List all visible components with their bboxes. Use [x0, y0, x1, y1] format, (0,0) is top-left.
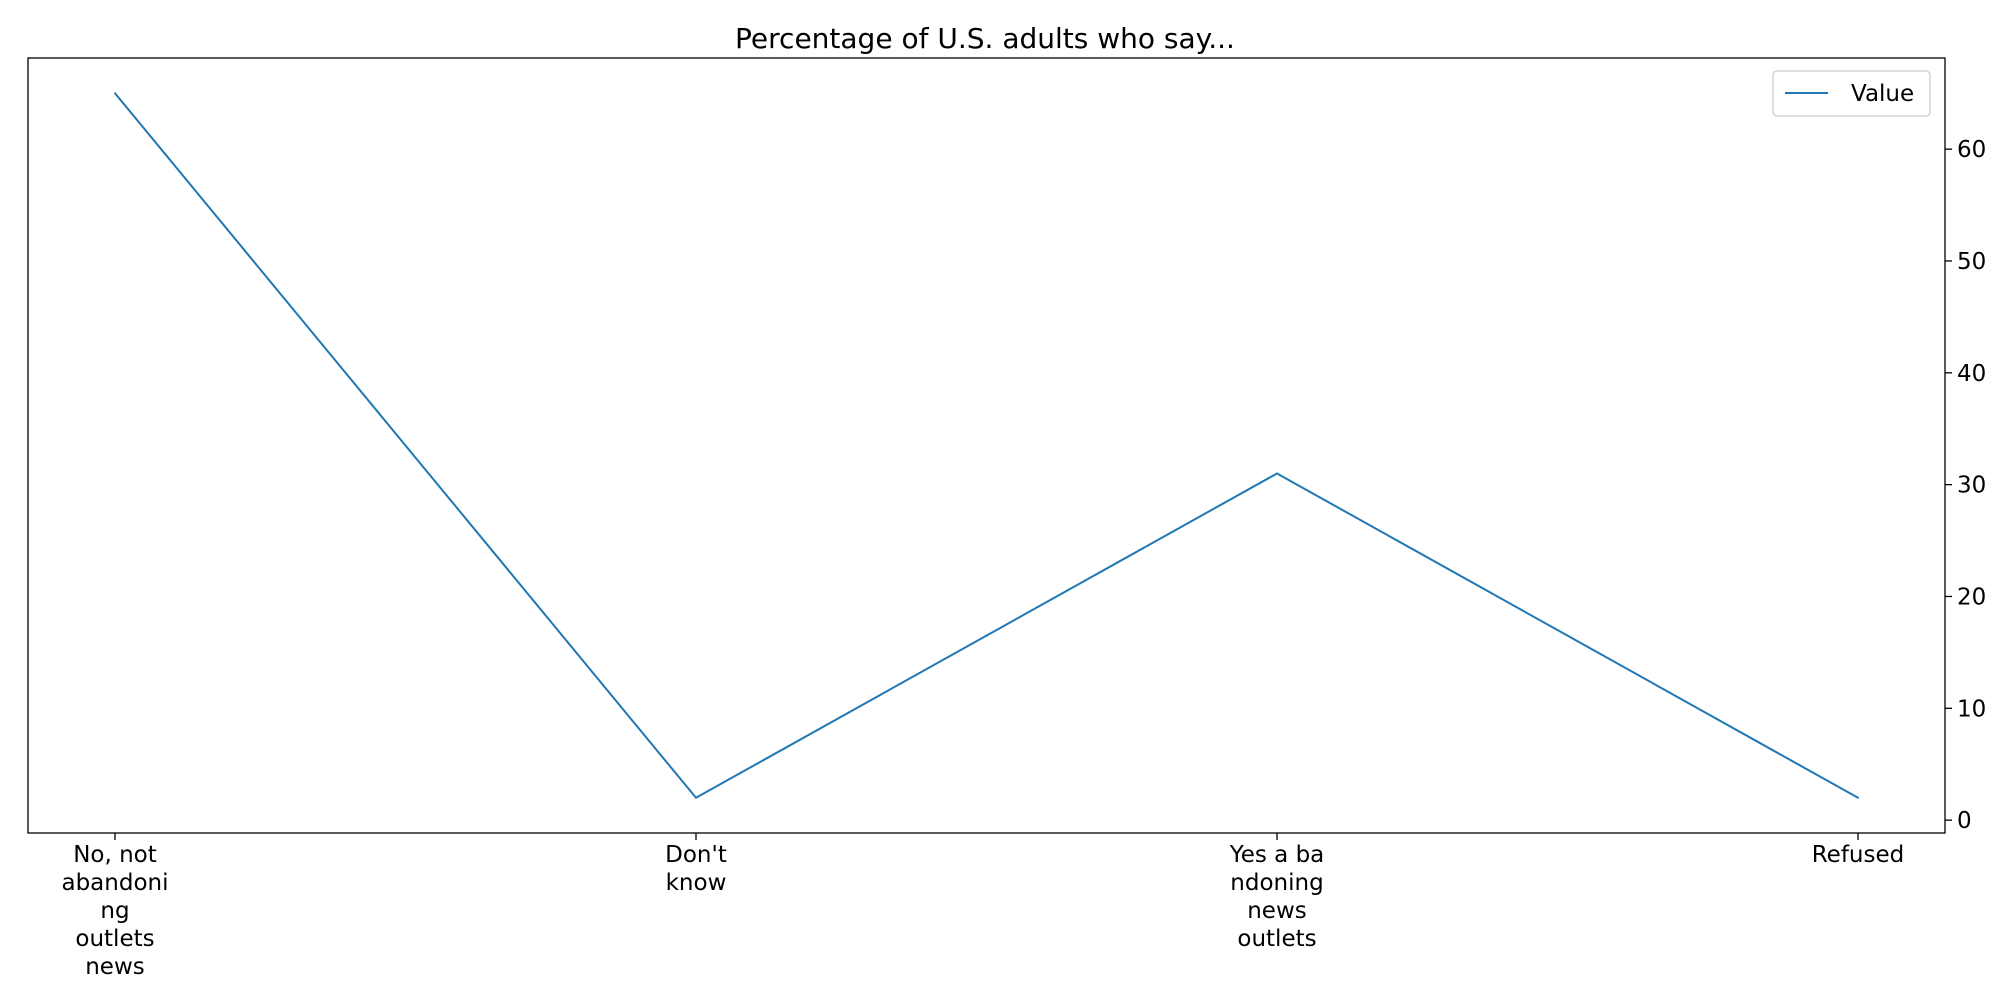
y-tick-label: 40	[1957, 361, 1986, 387]
data-point	[695, 796, 697, 799]
x-tick-label: No, not abandoni ng outlets news	[61, 842, 168, 980]
series-line-value	[114, 92, 1859, 800]
x-tick-label-line: Don't	[665, 842, 727, 868]
data-point	[1857, 796, 1859, 799]
x-tick-label-line: outlets	[75, 926, 154, 952]
data-point	[114, 92, 116, 95]
x-tick-label-line: No, not	[73, 842, 157, 868]
x-tick-label-line: outlets	[1237, 926, 1316, 952]
y-tick-label: 0	[1957, 808, 1972, 834]
y-axis: 0 10 20 30 40 50 60	[1945, 137, 1986, 834]
data-point	[1276, 472, 1278, 475]
series-layer	[114, 92, 1859, 800]
y-tick-label: 10	[1957, 696, 1986, 722]
x-tick-label: Don't know	[665, 842, 727, 896]
y-tick-label: 20	[1957, 584, 1986, 610]
x-tick-label: Refused	[1812, 842, 1905, 868]
legend-box	[1772, 70, 1931, 117]
chart-title: Percentage of U.S. adults who say...	[735, 22, 1235, 55]
y-tick-label: 50	[1957, 249, 1986, 275]
x-tick-label-line: ng	[100, 898, 129, 924]
y-tick-label: 60	[1957, 137, 1986, 163]
x-tick-label-line: Refused	[1812, 842, 1905, 868]
x-tick-label-line: news	[85, 954, 145, 980]
plot-frame	[27, 57, 1946, 834]
x-tick-label-line: abandoni	[61, 870, 168, 896]
x-tick-label-line: know	[666, 870, 727, 896]
legend: Value	[1772, 70, 1931, 117]
x-tick-label-line: ndoning	[1230, 870, 1323, 896]
x-tick-label: Yes a ba ndoning news outlets	[1229, 842, 1325, 952]
y-tick-label: 30	[1957, 473, 1986, 499]
legend-label-value: Value	[1851, 81, 1914, 107]
x-tick-label-line: Yes a ba	[1229, 842, 1325, 868]
x-tick-label-line: news	[1247, 898, 1307, 924]
